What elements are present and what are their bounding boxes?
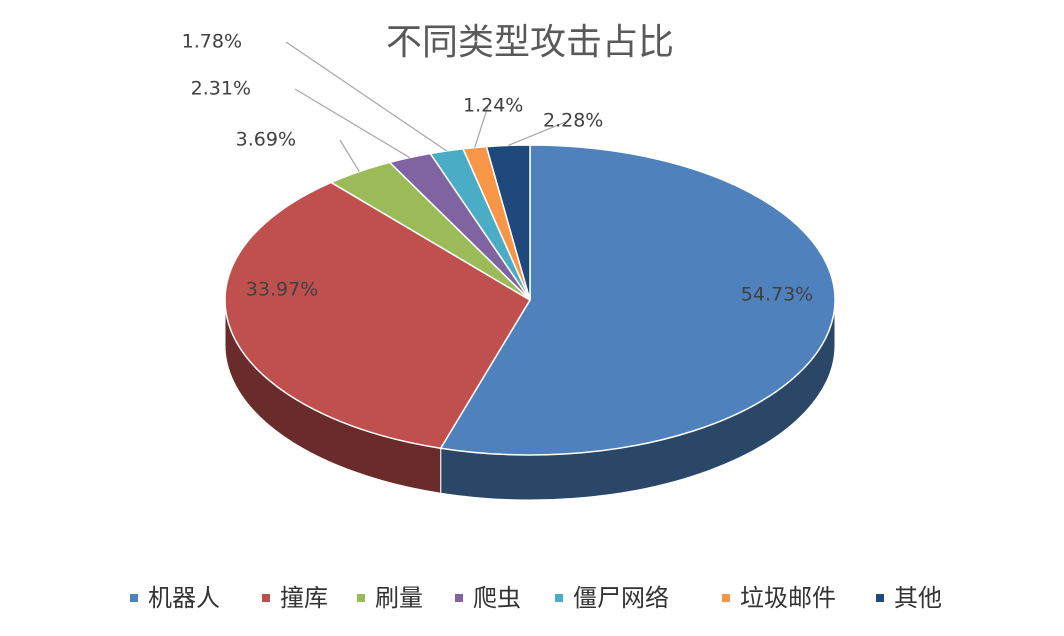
data-label: 3.69% — [236, 129, 296, 151]
pie-slice — [485, 144, 531, 301]
legend-label: 机器人 — [148, 584, 220, 612]
legend-label: 刷量 — [375, 584, 423, 612]
leader-line — [339, 139, 360, 172]
legend-label: 撞库 — [280, 584, 328, 612]
legend-swatch — [130, 594, 138, 602]
legend-swatch — [262, 594, 270, 602]
legend-swatch — [357, 594, 365, 602]
legend-label: 垃圾邮件 — [740, 584, 836, 612]
leader-line — [285, 41, 447, 152]
data-label: 54.73% — [741, 284, 813, 306]
legend-swatch — [876, 594, 884, 602]
pie-slice — [439, 144, 836, 456]
data-label: 2.31% — [191, 78, 251, 100]
legend-swatch — [722, 594, 730, 602]
chart-title: 不同类型攻击占比 — [386, 22, 674, 63]
legend-swatch — [455, 594, 463, 602]
legend-label: 僵尸网络 — [573, 584, 669, 612]
pie-slice — [224, 181, 532, 450]
data-label: 1.78% — [182, 31, 242, 53]
leader-line — [294, 88, 410, 159]
data-label: 1.24% — [463, 95, 523, 117]
legend-swatch — [555, 594, 563, 602]
leader-line — [474, 105, 489, 148]
legend-label: 其他 — [894, 584, 942, 612]
leader-line — [507, 120, 569, 146]
legend-label: 爬虫 — [473, 584, 521, 612]
data-label: 33.97% — [246, 279, 318, 301]
data-label: 2.28% — [543, 110, 603, 132]
